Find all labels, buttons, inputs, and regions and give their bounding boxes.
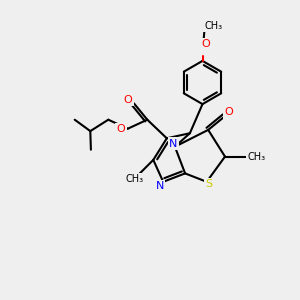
Text: CH₃: CH₃ — [248, 152, 266, 162]
Text: S: S — [206, 179, 213, 189]
Text: O: O — [123, 94, 132, 105]
Text: CH₃: CH₃ — [126, 174, 144, 184]
Text: CH₃: CH₃ — [205, 20, 223, 31]
Text: O: O — [225, 107, 234, 117]
Text: N: N — [155, 181, 164, 191]
Text: O: O — [117, 124, 126, 134]
Text: O: O — [201, 39, 210, 50]
Text: N: N — [169, 139, 178, 149]
